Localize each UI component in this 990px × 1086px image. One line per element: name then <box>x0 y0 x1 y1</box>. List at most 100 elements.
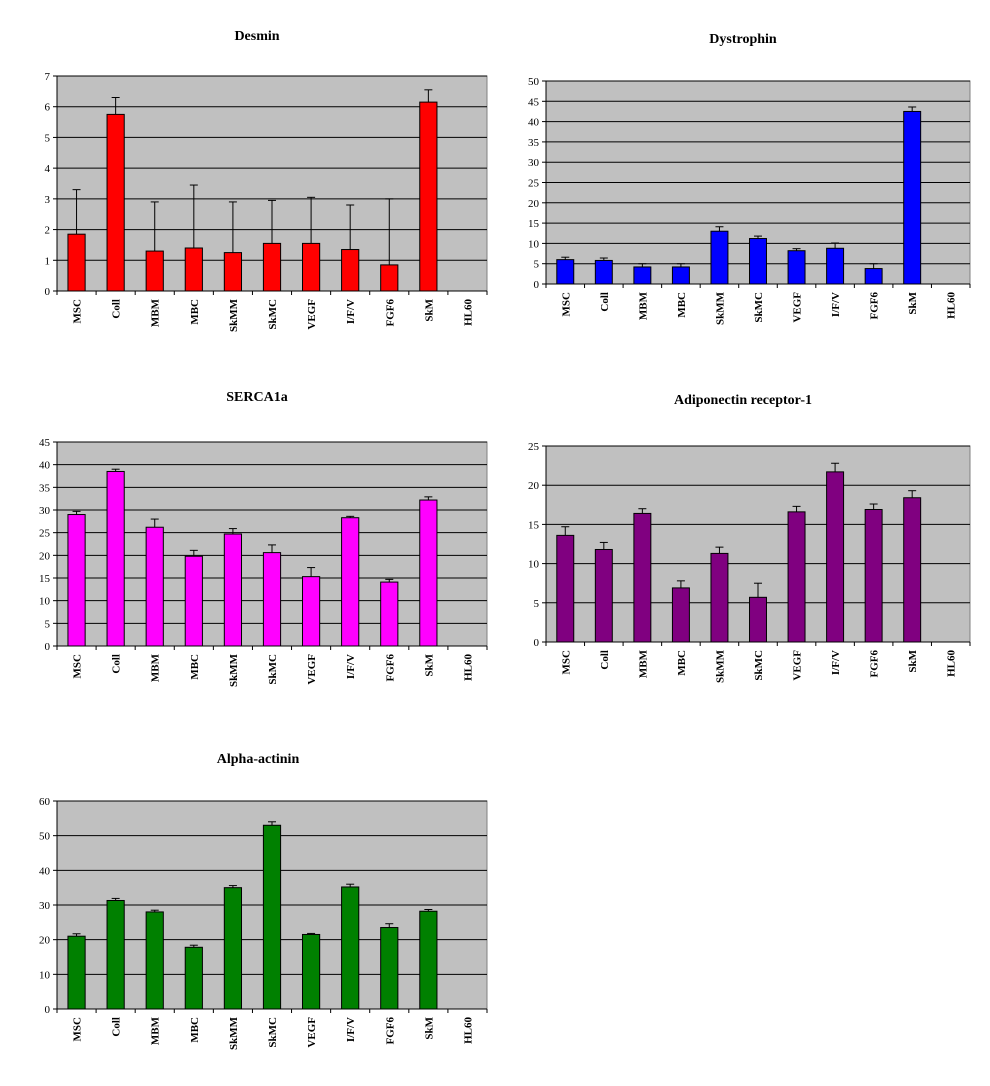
bar-I/F/V <box>826 247 845 285</box>
x-category-label: SkMM <box>228 653 240 687</box>
bar-SkMM <box>223 533 243 647</box>
bar-MSC <box>67 233 86 292</box>
chart-title: Adiponectin receptor-1 <box>674 393 812 408</box>
bar-VEGF <box>787 511 806 643</box>
bar-MBC <box>184 946 203 1010</box>
x-category-label: SkMC <box>267 1017 279 1048</box>
y-tick-label: 40 <box>39 865 51 877</box>
bar-FGF6 <box>380 927 399 1010</box>
y-tick-label: 0 <box>534 279 540 291</box>
y-tick-label: 15 <box>528 519 540 531</box>
x-category-label: MBC <box>676 650 688 676</box>
bar-VEGF <box>301 933 321 1010</box>
chart-title: Dystrophin <box>709 32 777 47</box>
y-tick-label: 0 <box>45 641 51 653</box>
y-tick-label: 35 <box>39 482 51 494</box>
x-category-label: HL60 <box>462 654 474 681</box>
x-category-label: HL60 <box>946 292 958 319</box>
bar-MBM <box>145 526 164 647</box>
bar-I/F/V <box>826 471 845 643</box>
bar-SkMC <box>262 824 282 1010</box>
x-category-label: HL60 <box>462 299 474 326</box>
bar-VEGF <box>301 242 321 292</box>
chart-1: 0 5 10 15 20 25 30 35 40 45 50 MSC Coll MBM MBC SkMM SkM… <box>528 32 971 325</box>
y-tick-label: 5 <box>534 259 540 271</box>
y-tick-label: 10 <box>39 596 51 608</box>
x-category-label: SkMC <box>753 292 765 323</box>
y-tick-label: 10 <box>528 238 540 250</box>
x-category-label: MBM <box>637 649 649 678</box>
bar-I/F/V <box>341 886 360 1010</box>
chart-title: SERCA1a <box>226 390 287 405</box>
y-tick-label: 4 <box>45 163 51 175</box>
x-category-label: SkMM <box>714 649 726 683</box>
x-category-label: MBC <box>189 299 201 325</box>
x-category-label: MBC <box>189 654 201 680</box>
bar-Coll <box>106 470 125 647</box>
x-category-label: MSC <box>72 299 84 324</box>
chart-3: 0 5 10 15 20 25 MSC Coll MBM MBC SkMM SkMC VEGF I/F/V… <box>528 393 971 683</box>
x-category-label: FGF6 <box>384 1017 396 1045</box>
x-category-label: VEGF <box>306 299 318 330</box>
x-category-label: Coll <box>599 292 611 312</box>
bar-Coll <box>594 259 613 285</box>
bar-Coll <box>106 899 125 1010</box>
x-category-label: Coll <box>599 650 611 670</box>
y-tick-label: 50 <box>528 76 540 88</box>
bar-I/F/V <box>341 249 360 292</box>
x-category-label: MBM <box>150 653 162 682</box>
bar-Coll <box>106 113 125 292</box>
x-category-label: I/F/V <box>345 1017 357 1042</box>
y-tick-label: 0 <box>45 1004 51 1016</box>
bar-SkM <box>419 499 438 647</box>
x-category-label: MBC <box>189 1017 201 1043</box>
x-category-label: MBM <box>150 298 162 327</box>
x-category-label: I/F/V <box>830 650 842 675</box>
y-tick-label: 20 <box>528 480 540 492</box>
x-category-label: MSC <box>72 654 84 679</box>
x-category-label: VEGF <box>792 292 804 323</box>
x-category-label: SkM <box>423 653 435 676</box>
x-category-label: FGF6 <box>869 292 881 320</box>
y-tick-label: 35 <box>528 137 540 149</box>
x-category-label: FGF6 <box>869 650 881 678</box>
x-category-label: FGF6 <box>384 654 396 682</box>
bar-VEGF <box>301 576 321 647</box>
bar-SkMC <box>262 552 282 647</box>
bar-I/F/V <box>341 517 360 647</box>
x-category-label: SkMC <box>267 299 279 330</box>
x-category-label: VEGF <box>306 1017 318 1048</box>
bar-SkM <box>419 101 438 292</box>
bar-Coll <box>594 548 613 643</box>
y-tick-label: 30 <box>39 505 51 517</box>
x-category-label: SkMC <box>267 654 279 685</box>
x-category-label: MSC <box>560 292 572 317</box>
y-tick-label: 0 <box>534 637 540 649</box>
x-category-label: Coll <box>111 654 123 674</box>
x-category-label: SkM <box>907 291 919 314</box>
bar-MSC <box>67 935 86 1010</box>
bar-SkMM <box>223 887 243 1010</box>
x-category-label: MSC <box>560 650 572 675</box>
chart-title: Desmin <box>234 29 279 44</box>
x-category-label: MBC <box>676 292 688 318</box>
bar-MBM <box>145 250 164 292</box>
chart-0: 0 1 2 3 4 5 6 7 MSC Coll MBM MBC SkMM SkMC VEGF I/F/V FG… <box>45 29 488 332</box>
y-tick-label: 15 <box>39 573 51 585</box>
x-category-label: VEGF <box>792 650 804 681</box>
bar-SkMM <box>710 230 729 285</box>
x-category-label: I/F/V <box>830 292 842 317</box>
bar-MBM <box>633 266 652 285</box>
x-category-label: Coll <box>111 1017 123 1037</box>
bar-SkMC <box>749 238 767 285</box>
y-tick-label: 25 <box>528 178 540 190</box>
bar-SkMM <box>223 252 243 292</box>
x-category-label: HL60 <box>946 650 958 677</box>
x-category-label: HL60 <box>462 1017 474 1044</box>
bar-VEGF <box>787 250 806 285</box>
bar-MSC <box>556 259 575 285</box>
y-tick-label: 1 <box>45 255 51 267</box>
x-category-label: I/F/V <box>345 654 357 679</box>
bar-MBM <box>633 512 652 643</box>
